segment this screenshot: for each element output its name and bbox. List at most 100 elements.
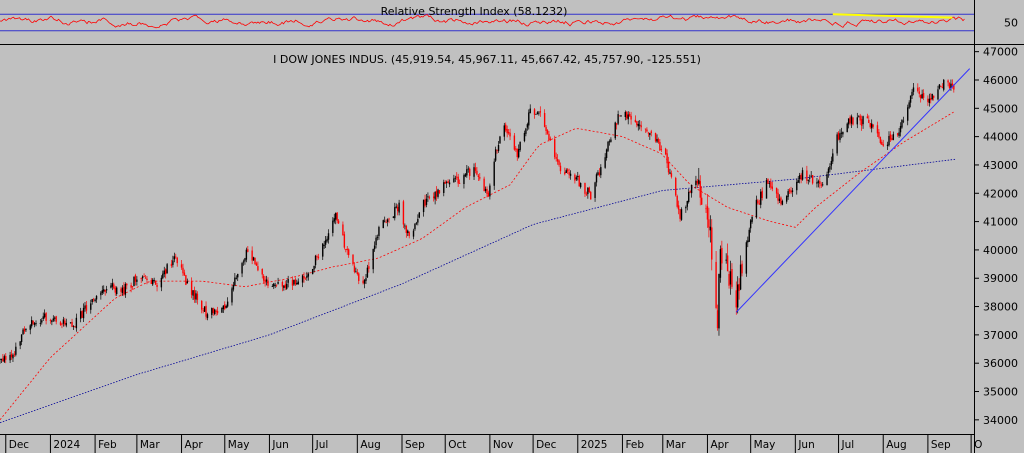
candle-body <box>311 269 314 275</box>
candle-body <box>953 85 955 90</box>
candle-body <box>757 200 759 204</box>
candle-body <box>163 270 165 275</box>
candle-body <box>858 116 860 118</box>
candle-body <box>29 325 31 330</box>
candle-body <box>314 255 317 266</box>
candle-body <box>614 122 616 139</box>
candle-body <box>61 323 63 325</box>
candle-body <box>705 208 707 210</box>
fast-moving-average-line <box>0 110 956 421</box>
candle-body <box>33 323 36 325</box>
candle-body <box>886 144 889 146</box>
date-tick-label: Sep <box>405 439 425 451</box>
candle-body <box>247 249 249 252</box>
candle-body <box>262 275 265 281</box>
candle-body <box>65 322 67 326</box>
candle-body <box>316 256 318 257</box>
candle-body <box>513 135 516 150</box>
candle-body <box>711 227 713 260</box>
candle-body <box>817 181 820 183</box>
candle-body <box>32 320 34 324</box>
candle-body <box>556 159 559 162</box>
candle-body <box>454 177 457 179</box>
candle-body <box>654 132 657 142</box>
candle-body <box>726 255 729 272</box>
candle-body <box>291 279 294 286</box>
candle-body <box>296 282 298 285</box>
price-tick-label: 35000 <box>983 386 1018 399</box>
candle-body <box>111 283 114 287</box>
candle-body <box>768 182 771 184</box>
candle-body <box>232 284 235 290</box>
candle-body <box>679 209 681 219</box>
candle-body <box>131 286 134 288</box>
candle-body <box>235 277 237 279</box>
candle-body <box>424 199 426 206</box>
candle-body <box>417 218 419 223</box>
candle-body <box>105 289 108 291</box>
candle-body <box>943 79 945 90</box>
candle-body <box>375 237 377 246</box>
candle-body <box>100 292 102 296</box>
candle-body <box>62 319 65 324</box>
candle-body <box>275 284 278 286</box>
candle-body <box>822 184 824 186</box>
date-tick-label: Apr <box>710 439 729 451</box>
candle-body <box>493 161 495 186</box>
candle-body <box>533 109 536 115</box>
candle-body <box>402 201 405 225</box>
candle-body <box>356 272 359 275</box>
candle-body <box>271 286 274 287</box>
candle-body <box>902 120 905 122</box>
candle-body <box>176 257 178 264</box>
candle-body <box>2 358 4 362</box>
candle-body <box>146 278 148 281</box>
candle-body <box>283 285 285 288</box>
candle-body <box>888 136 890 146</box>
candle-body <box>639 124 641 126</box>
candle-body <box>731 268 733 287</box>
candle-body <box>90 303 92 310</box>
candle-body <box>408 231 410 236</box>
candle-body <box>136 279 138 282</box>
candle-body <box>463 175 465 185</box>
candle-body <box>343 234 346 248</box>
candle-body <box>378 227 380 237</box>
candle-body <box>71 321 73 327</box>
candle-body <box>376 237 379 238</box>
price-panel: I DOW JONES INDUS. (45,919.54, 45,967.11… <box>0 46 1018 427</box>
candle-body <box>630 115 632 120</box>
candle-body <box>917 87 919 91</box>
candle-body <box>457 176 459 184</box>
candle-body <box>448 182 451 185</box>
candle-body <box>162 273 164 279</box>
candle-body <box>456 176 458 178</box>
candle-body <box>35 323 37 325</box>
candle-body <box>25 328 27 331</box>
candle-body <box>110 285 112 288</box>
date-tick-label: Aug <box>886 439 907 451</box>
candle-body <box>930 98 932 101</box>
candle-body <box>748 229 750 242</box>
candle-body <box>382 220 384 229</box>
price-tick-label: 39000 <box>983 272 1018 285</box>
candle-body <box>801 170 804 180</box>
candle-body <box>30 320 33 327</box>
candle-body <box>415 222 418 224</box>
candle-body <box>264 279 266 283</box>
candle-body <box>507 132 510 134</box>
candle-body <box>469 168 471 176</box>
candle-body <box>494 149 497 161</box>
candle-body <box>927 98 929 102</box>
candle-body <box>569 173 572 176</box>
date-tick-label: Sep <box>931 439 951 451</box>
candle-body <box>326 238 328 242</box>
candle-body <box>185 275 187 285</box>
candle-body <box>948 82 951 89</box>
candle-body <box>667 161 670 173</box>
candle-body <box>849 117 851 123</box>
candle-body <box>428 197 431 199</box>
candle-body <box>695 180 697 186</box>
candle-body <box>212 308 214 314</box>
date-tick-label: Jul <box>315 439 329 451</box>
